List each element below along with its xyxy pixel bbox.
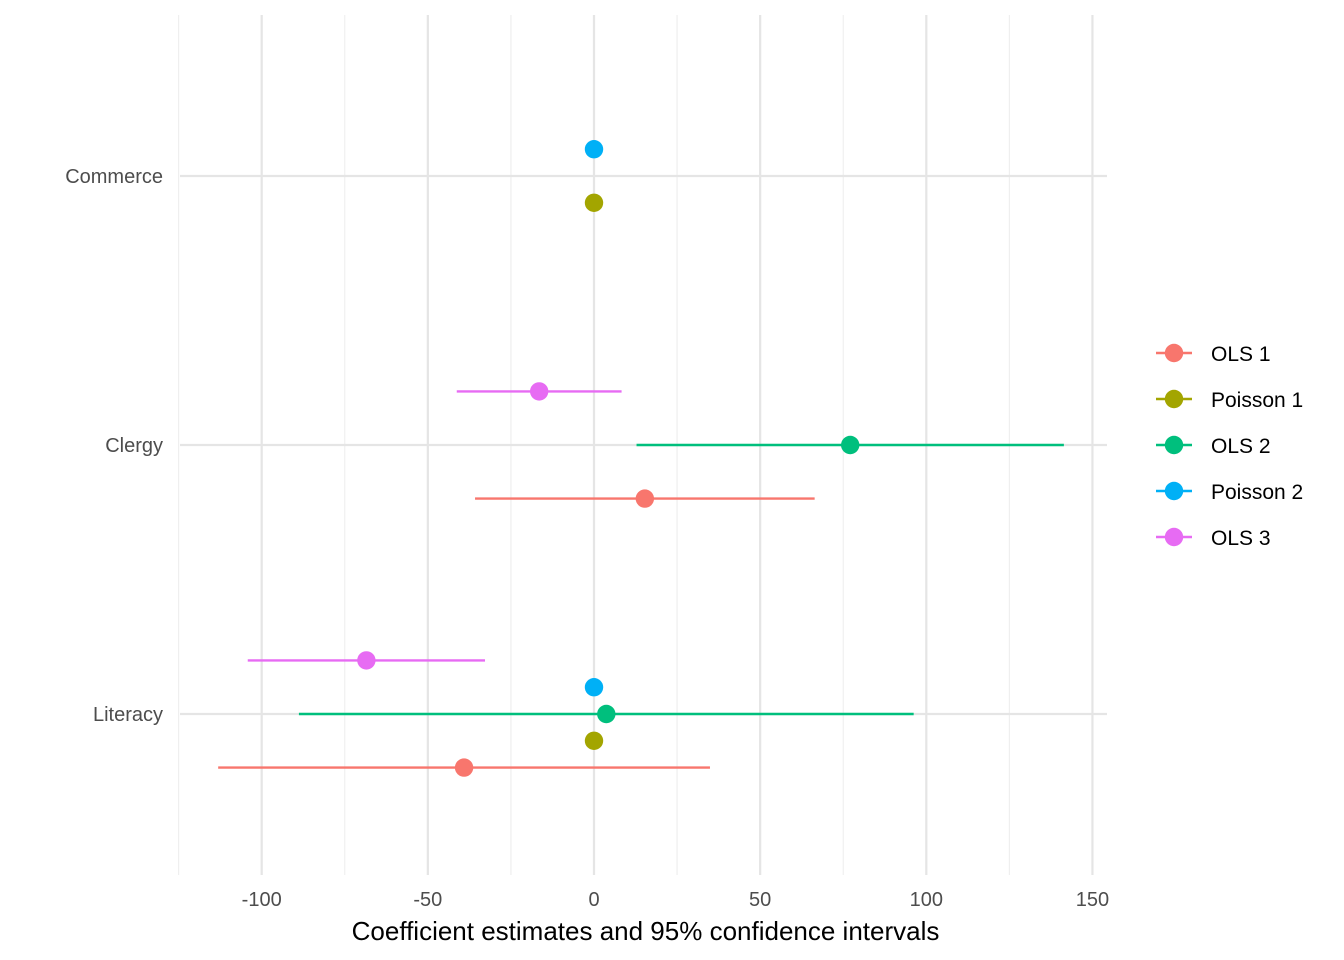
x-axis: -100 -50 0 50 100 150 bbox=[242, 889, 1109, 911]
y-tick-label: Commerce bbox=[65, 166, 163, 188]
legend-label: OLS 3 bbox=[1211, 527, 1271, 550]
series-poisson-2 bbox=[584, 140, 604, 697]
legend-item: Poisson 1 bbox=[1156, 389, 1303, 412]
legend-item: OLS 2 bbox=[1156, 435, 1271, 458]
series-ols-2 bbox=[298, 435, 1064, 724]
legend-label: Poisson 1 bbox=[1211, 389, 1303, 412]
legend-key-point bbox=[1164, 389, 1184, 409]
legend-label: OLS 2 bbox=[1211, 435, 1271, 458]
x-tick-label: 100 bbox=[910, 889, 943, 911]
legend-key-point bbox=[1164, 481, 1184, 501]
estimate-point bbox=[357, 651, 376, 670]
legend-item: OLS 3 bbox=[1156, 527, 1271, 550]
y-tick-label: Literacy bbox=[93, 704, 163, 726]
x-axis-title: Coefficient estimates and 95% confidence… bbox=[352, 916, 940, 946]
estimate-point bbox=[635, 489, 655, 508]
legend-label: Poisson 2 bbox=[1211, 481, 1303, 504]
x-tick-label: 50 bbox=[749, 889, 771, 911]
legend-key-point bbox=[1164, 527, 1184, 547]
series-poisson-1 bbox=[584, 193, 604, 750]
x-tick-label: 150 bbox=[1076, 889, 1109, 911]
x-tick-label: -50 bbox=[413, 889, 442, 911]
x-tick-label: -100 bbox=[242, 889, 282, 911]
estimate-point bbox=[597, 704, 616, 724]
estimate-point bbox=[841, 435, 860, 455]
data-marks bbox=[218, 140, 1064, 777]
estimate-point bbox=[584, 193, 604, 212]
estimate-point bbox=[584, 731, 604, 750]
estimate-point bbox=[584, 678, 604, 697]
estimate-point bbox=[584, 140, 604, 159]
legend-item: OLS 1 bbox=[1156, 343, 1271, 366]
y-tick-label: Clergy bbox=[105, 435, 163, 457]
estimate-point bbox=[529, 382, 549, 401]
legend-label: OLS 1 bbox=[1211, 343, 1271, 366]
legend-key-point bbox=[1164, 343, 1184, 363]
y-axis: Commerce Clergy Literacy bbox=[65, 166, 163, 726]
legend-item: Poisson 2 bbox=[1156, 481, 1303, 504]
estimate-point bbox=[454, 758, 474, 777]
legend-key-point bbox=[1164, 435, 1184, 455]
legend: OLS 1 Poisson 1 OLS 2 Poisson 2 OLS 3 bbox=[1156, 343, 1303, 550]
x-tick-label: 0 bbox=[588, 889, 599, 911]
series-ols-1 bbox=[218, 489, 815, 777]
series-ols-3 bbox=[247, 382, 622, 670]
